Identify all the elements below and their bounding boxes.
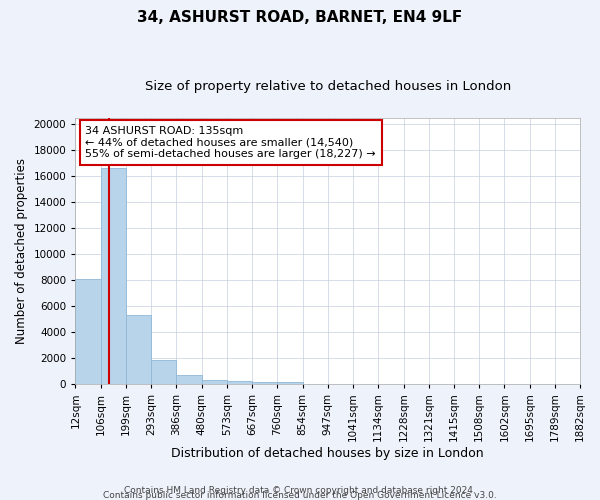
Bar xyxy=(76,278,101,384)
Text: Contains HM Land Registry data © Crown copyright and database right 2024.: Contains HM Land Registry data © Crown c… xyxy=(124,486,476,495)
Bar xyxy=(202,380,227,384)
Y-axis label: Number of detached properties: Number of detached properties xyxy=(15,158,28,344)
Bar xyxy=(176,374,202,384)
Bar xyxy=(277,382,302,384)
Text: Contains public sector information licensed under the Open Government Licence v3: Contains public sector information licen… xyxy=(103,491,497,500)
Bar xyxy=(151,360,176,384)
Bar xyxy=(227,381,252,384)
X-axis label: Distribution of detached houses by size in London: Distribution of detached houses by size … xyxy=(172,447,484,460)
Text: 34 ASHURST ROAD: 135sqm
← 44% of detached houses are smaller (14,540)
55% of sem: 34 ASHURST ROAD: 135sqm ← 44% of detache… xyxy=(85,126,376,159)
Title: Size of property relative to detached houses in London: Size of property relative to detached ho… xyxy=(145,80,511,93)
Text: 34, ASHURST ROAD, BARNET, EN4 9LF: 34, ASHURST ROAD, BARNET, EN4 9LF xyxy=(137,10,463,25)
Bar xyxy=(101,168,126,384)
Bar xyxy=(126,315,151,384)
Bar xyxy=(252,382,277,384)
